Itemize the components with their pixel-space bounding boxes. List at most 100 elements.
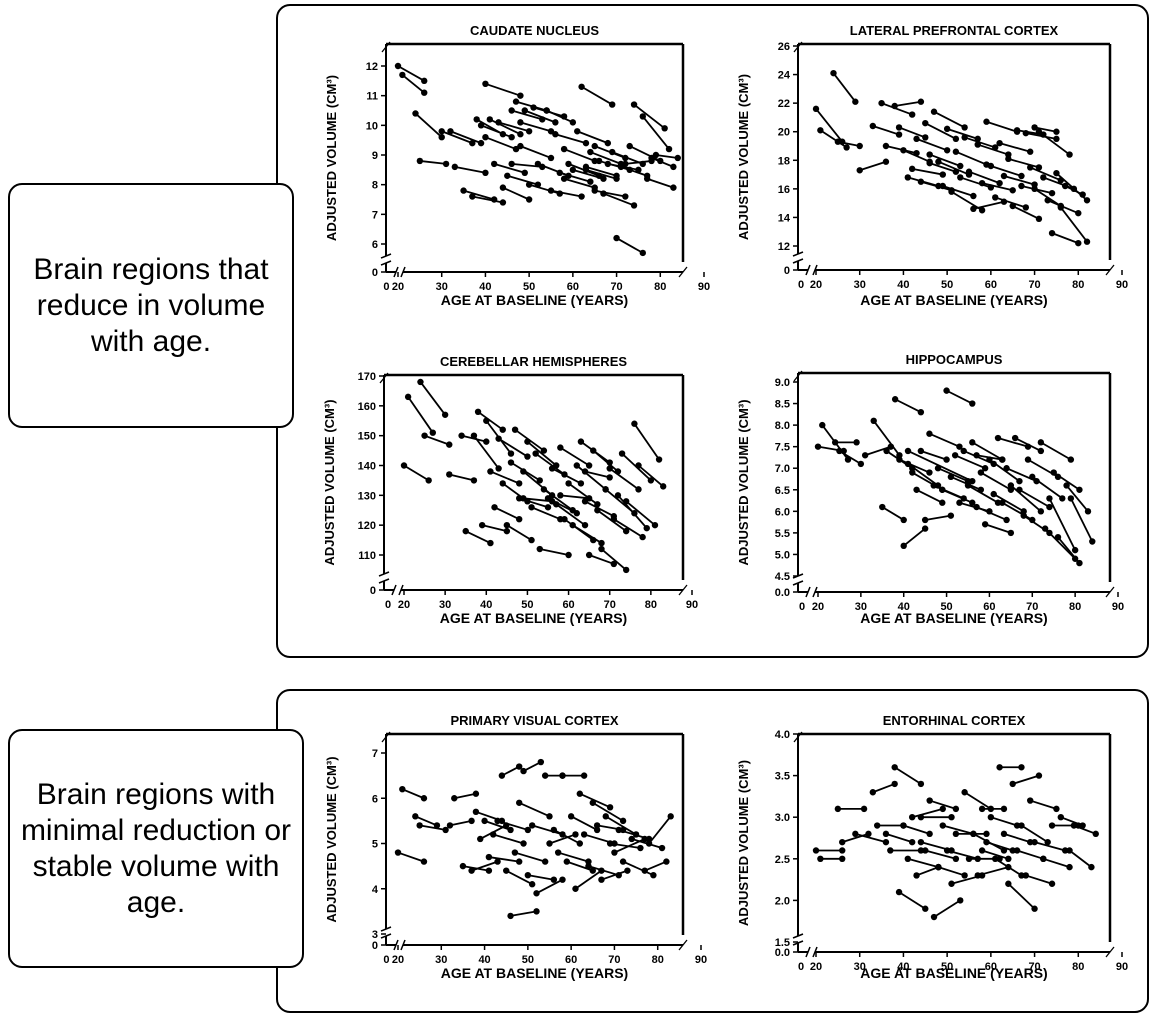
baseline-point (495, 119, 502, 126)
subject-trajectory (980, 471, 1012, 491)
x-tick-label: 20 (810, 961, 822, 973)
subject-trajectory (557, 851, 589, 863)
followup-point (622, 154, 629, 162)
y-axis-label: ADJUSTED VOLUME (CM³) (324, 75, 339, 241)
x-tick-label: 30 (439, 599, 451, 611)
baseline-point (1031, 124, 1038, 131)
y-axis-break-top (793, 731, 803, 743)
followup-point (548, 498, 556, 505)
followup-point (1071, 546, 1079, 554)
baseline-point (1022, 129, 1030, 137)
followup-point (981, 465, 989, 472)
y-tick-label: 160 (358, 401, 376, 413)
baseline-point (1057, 204, 1065, 211)
y-tick-label: 5.5 (775, 528, 790, 540)
followup-point (624, 867, 631, 874)
subject-trajectory (572, 168, 604, 180)
followup-point (917, 408, 925, 416)
followup-point (421, 77, 428, 85)
x-axis-break (400, 939, 406, 951)
baseline-point (839, 838, 846, 846)
baseline-point (404, 393, 412, 401)
baseline-point (939, 182, 946, 190)
baseline-point (473, 116, 480, 123)
subject-trajectory (454, 165, 486, 174)
subject-trajectory (644, 860, 667, 872)
y-tick-label: 26 (778, 41, 790, 53)
subject-trajectory (955, 150, 987, 166)
x-tick-label: 20 (810, 279, 822, 291)
baseline-point (921, 516, 929, 524)
baseline-point (817, 855, 824, 862)
followup-point (900, 516, 907, 524)
baseline-point (532, 450, 539, 457)
baseline-point (913, 135, 920, 143)
baseline-point (1016, 486, 1023, 493)
followup-point (446, 441, 453, 448)
followup-point (593, 826, 601, 834)
subject-trajectory (498, 121, 530, 133)
baseline-point (904, 855, 911, 862)
baseline-point (1005, 880, 1012, 887)
followup-point (613, 175, 620, 182)
followup-point (1022, 204, 1030, 211)
followup-point (939, 499, 946, 506)
y-axis-label: ADJUSTED VOLUME (CM³) (736, 760, 751, 926)
followup-point (948, 814, 955, 821)
followup-point (1066, 151, 1073, 158)
followup-point (996, 179, 1003, 187)
followup-point (585, 495, 593, 502)
followup-point (1075, 239, 1082, 247)
baseline-point (943, 387, 950, 394)
subject-trajectory (881, 506, 905, 521)
baseline-point (622, 160, 629, 168)
y-tick-label: 12 (366, 61, 378, 73)
x-tick-label: 40 (478, 954, 490, 966)
x-tick-label: 60 (983, 601, 995, 613)
subject-trajectory (535, 452, 565, 476)
baseline-point (1011, 434, 1019, 442)
subject-trajectory (1057, 536, 1081, 564)
subject-trajectory (912, 167, 943, 176)
baseline-point (930, 108, 938, 115)
followup-point (639, 249, 646, 257)
subject-trajectory (1038, 130, 1071, 156)
baseline-point (468, 867, 475, 874)
y-tick-label: 7 (372, 209, 378, 221)
followup-point (674, 154, 681, 162)
y-axis-break (380, 933, 392, 939)
baseline-point (1029, 473, 1036, 481)
subject-trajectory (523, 761, 542, 772)
baseline-point (879, 503, 886, 511)
baseline-point (530, 104, 537, 111)
subject-trajectory (942, 824, 974, 835)
baseline-point (565, 480, 572, 487)
subject-trajectory (546, 109, 574, 124)
followup-point (1048, 880, 1056, 887)
followup-point (1018, 172, 1025, 180)
followup-point (1046, 503, 1053, 511)
y-axis-break (792, 940, 804, 946)
baseline-point (598, 876, 605, 883)
x-tick-label: 20 (398, 599, 410, 611)
baseline-point (1057, 814, 1065, 821)
baseline-point (628, 835, 635, 843)
baseline-point (546, 840, 553, 847)
y-tick-label: 0 (370, 585, 376, 597)
subject-trajectory (971, 441, 1003, 461)
followup-point (533, 908, 540, 915)
subject-trajectory (1034, 126, 1057, 133)
subject-trajectory (916, 488, 943, 504)
x-axis-break (805, 946, 811, 958)
baseline-point (935, 158, 942, 165)
subject-trajectory (832, 72, 857, 103)
followup-point (895, 131, 903, 138)
followup-point (420, 795, 428, 802)
subject-trajectory (620, 166, 648, 177)
y-tick-label: 12 (778, 241, 790, 253)
x-tick-label: 70 (1028, 961, 1040, 973)
followup-point (665, 145, 673, 153)
followup-point (569, 119, 577, 126)
followup-point (550, 876, 558, 883)
y-tick-label: 4.0 (775, 729, 790, 741)
